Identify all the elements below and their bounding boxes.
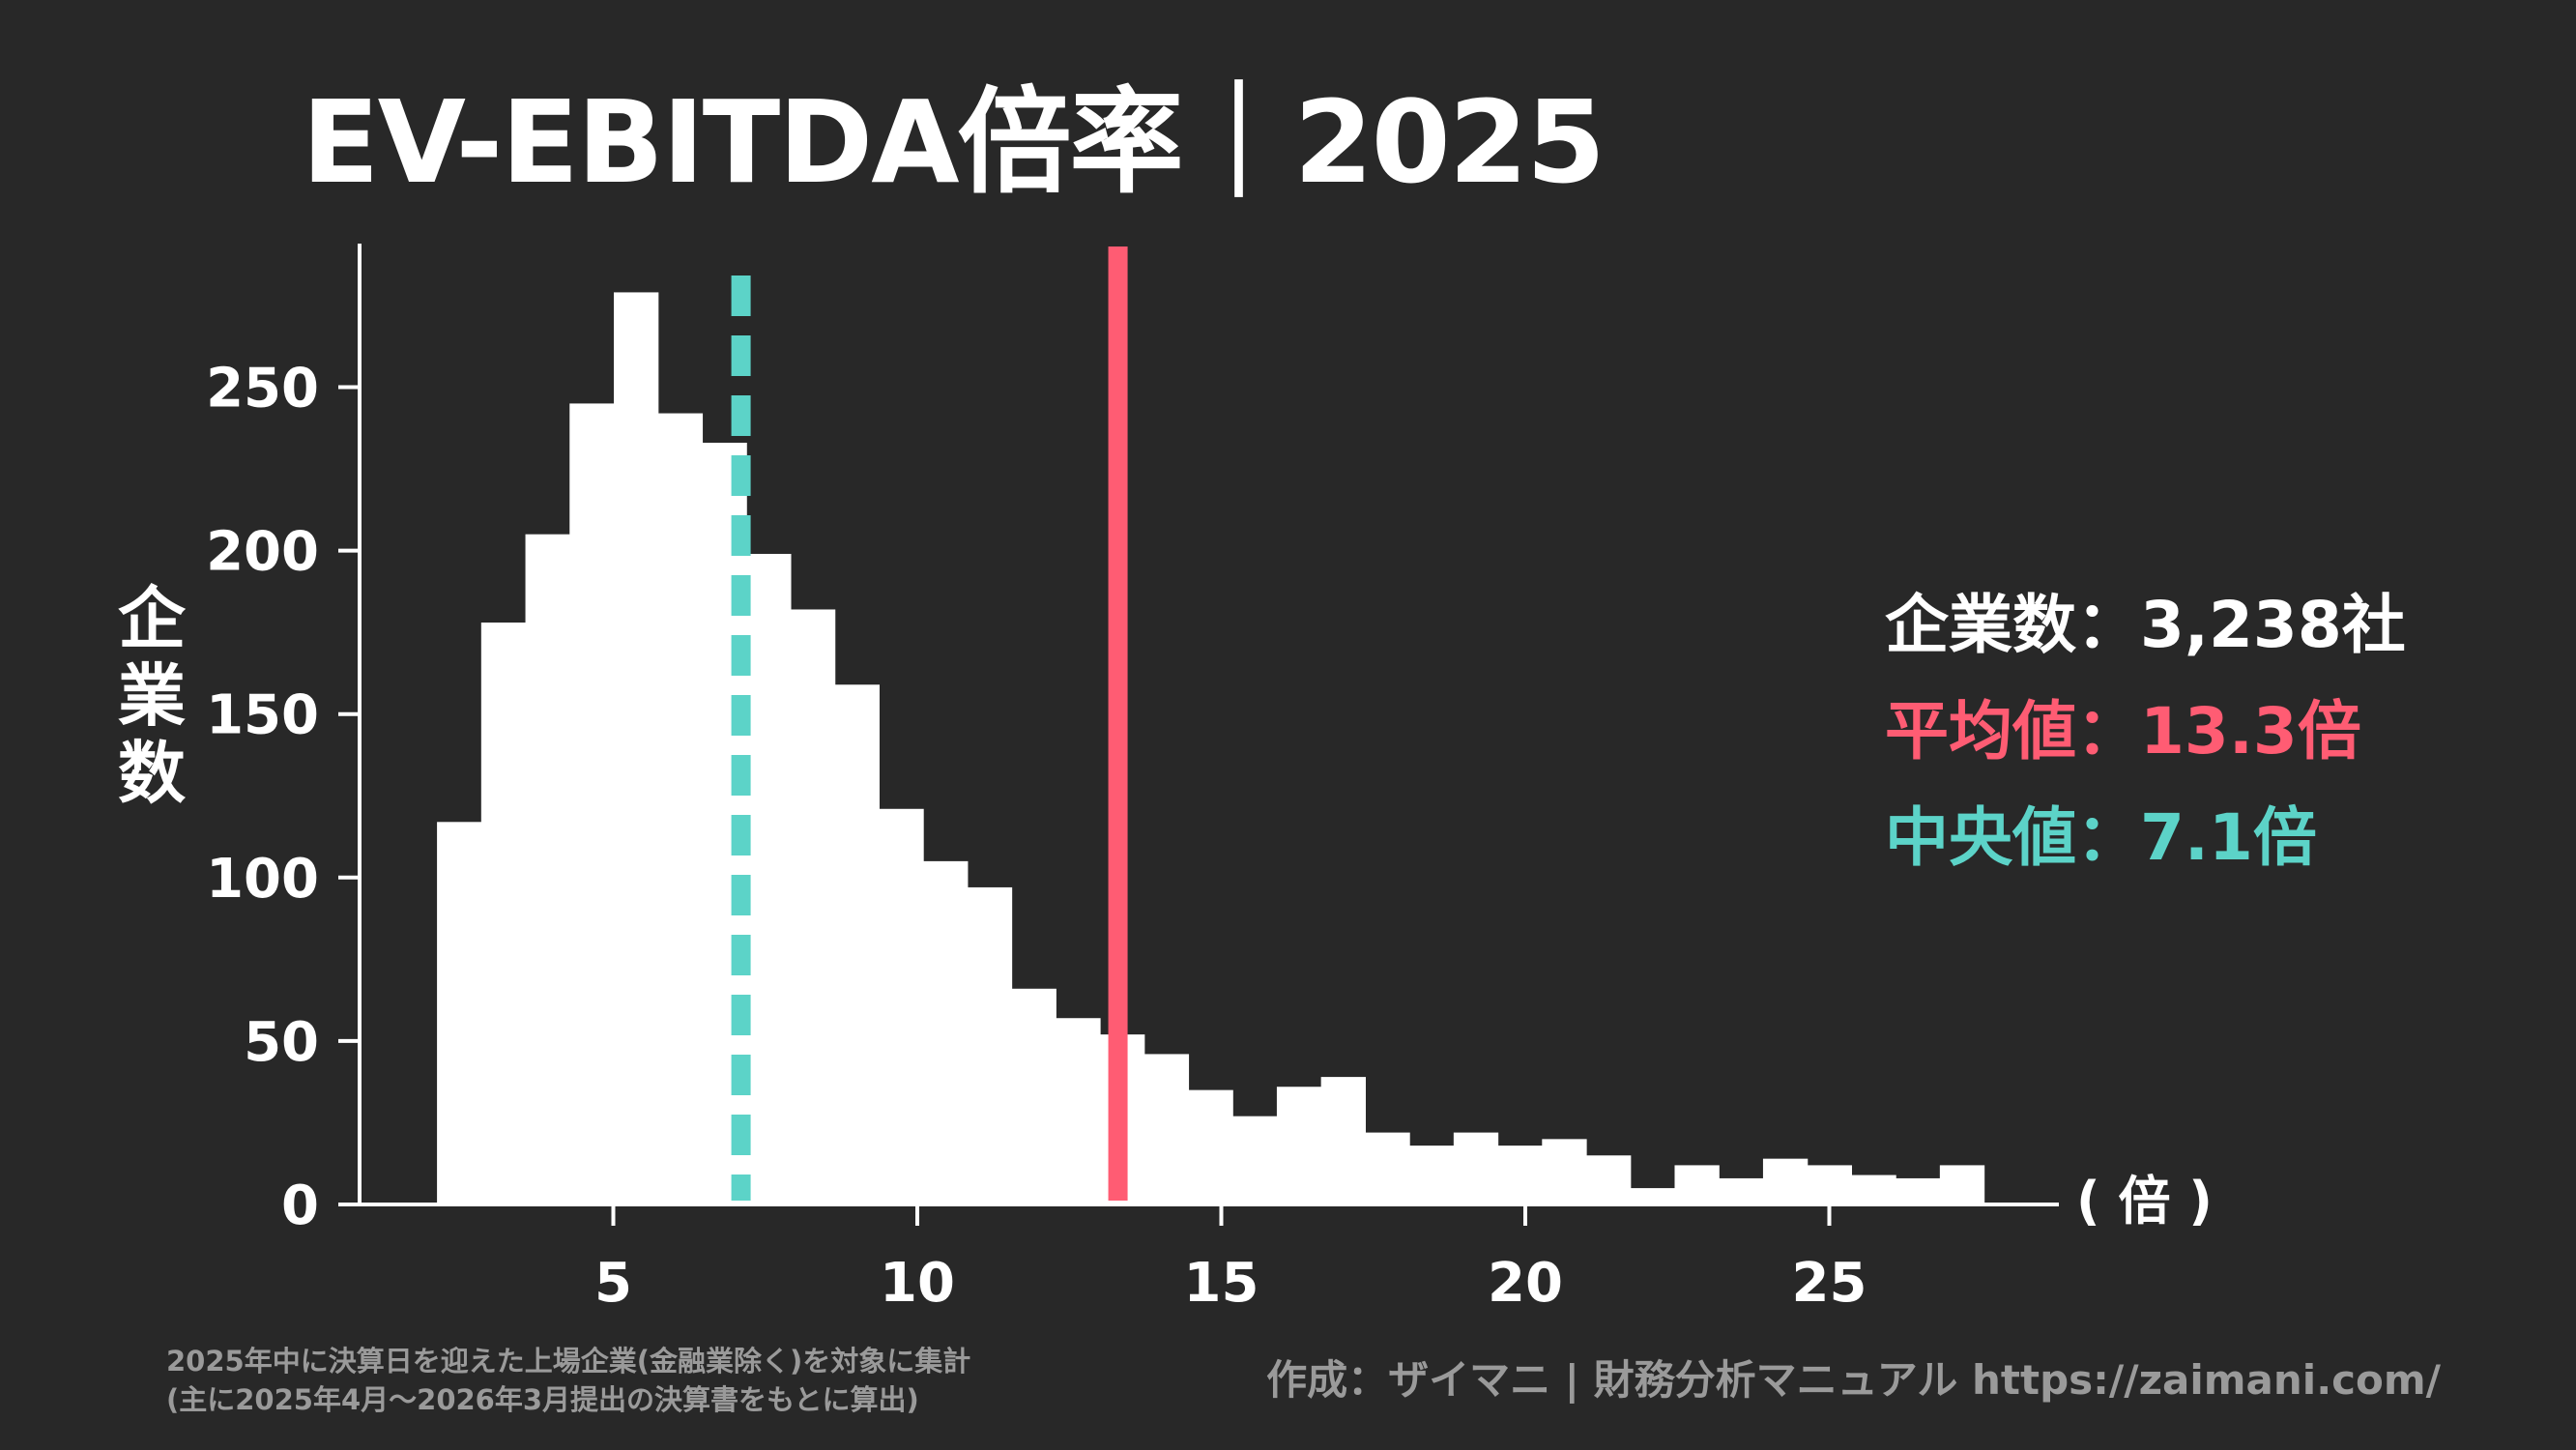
stat-mean: 平均値：13.3倍 — [1885, 679, 2406, 785]
histogram-bar — [967, 886, 1013, 1204]
separator: ： — [2076, 800, 2140, 875]
histogram-bar — [1896, 1177, 1941, 1204]
histogram-bar — [1586, 1155, 1632, 1204]
y-tick-label: 100 — [206, 848, 319, 911]
stat-median-label: 中央値 — [1885, 800, 2076, 875]
stat-count-label: 企業数 — [1885, 588, 2076, 662]
x-tick-label: 15 — [1184, 1252, 1259, 1315]
histogram-bar — [1674, 1165, 1720, 1204]
stat-mean-label: 平均値 — [1885, 694, 2076, 768]
histogram-bar — [834, 684, 880, 1204]
histogram-bar — [879, 808, 924, 1204]
histogram-bar — [1939, 1165, 1985, 1204]
x-tick-label: 5 — [594, 1252, 632, 1315]
x-tick-label: 20 — [1488, 1252, 1563, 1315]
histogram-bar — [657, 413, 704, 1204]
x-axis-unit-label: ( 倍 ) — [2076, 1171, 2213, 1232]
histogram-bar — [923, 860, 969, 1204]
y-axis-label-char: 企 — [118, 579, 186, 658]
histogram-bar — [1807, 1165, 1852, 1204]
stat-median-value: 7.1倍 — [2140, 800, 2317, 875]
y-tick-label: 50 — [244, 1011, 319, 1074]
histogram-bar — [1762, 1158, 1809, 1204]
stat-mean-value: 13.3倍 — [2140, 694, 2361, 768]
y-tick-label: 250 — [206, 358, 319, 420]
histogram-bar — [1056, 1018, 1101, 1204]
separator: ： — [2076, 694, 2140, 768]
histogram-bar — [614, 292, 659, 1204]
histogram-bar — [1365, 1132, 1410, 1204]
stat-count-value: 3,238社 — [2140, 588, 2406, 662]
y-tick-label: 150 — [206, 684, 319, 747]
histogram-bar — [1453, 1132, 1499, 1204]
histogram-bar — [1011, 988, 1056, 1204]
histogram-bar — [525, 534, 570, 1204]
histogram-bar — [569, 403, 615, 1204]
histogram-bar — [1276, 1087, 1322, 1204]
histogram-bar — [1188, 1089, 1233, 1204]
y-axis-label-char: 数 — [118, 734, 186, 813]
stats-panel: 企業数：3,238社 平均値：13.3倍 中央値：7.1倍 — [1885, 572, 2406, 891]
stat-median: 中央値：7.1倍 — [1885, 785, 2406, 891]
reference-lines — [731, 246, 1128, 1201]
x-tick-label: 25 — [1792, 1252, 1867, 1315]
histogram-bar — [1320, 1077, 1366, 1204]
footnote: 2025年中に決算日を迎えた上場企業(金融業除く)を対象に集計 (主に2025年… — [166, 1342, 970, 1419]
separator: ： — [2076, 588, 2140, 662]
y-tick-label: 200 — [206, 521, 319, 584]
y-axis-label-char: 業 — [118, 656, 186, 736]
histogram-bar — [1851, 1174, 1896, 1204]
histogram-bar — [1232, 1116, 1278, 1204]
y-tick-label: 0 — [281, 1174, 319, 1237]
histogram-bar — [1630, 1188, 1676, 1204]
histogram-bar — [1542, 1139, 1587, 1204]
x-tick-label: 10 — [880, 1252, 955, 1315]
footnote-line-2: (主に2025年4月～2026年3月提出の決算書をもとに算出) — [166, 1383, 919, 1416]
histogram-bar — [1143, 1054, 1190, 1204]
histogram-bar — [746, 553, 792, 1204]
footnote-line-1: 2025年中に決算日を迎えた上場企業(金融業除く)を対象に集計 — [166, 1345, 971, 1378]
chart-axes: 0 50 100 150 200 250 5 10 15 20 25 — [206, 244, 2059, 1315]
histogram-bar — [790, 609, 836, 1204]
chart-title: EV-EBITDA倍率｜2025 — [302, 75, 1606, 209]
histogram-bars — [437, 292, 1985, 1204]
histogram-bar — [480, 623, 527, 1204]
histogram-bar — [1497, 1146, 1543, 1204]
histogram-bar — [437, 822, 482, 1204]
histogram-bar — [1719, 1177, 1764, 1204]
credit-text: 作成：ザイマニ | 財務分析マニュアル https://zaimani.com/ — [1266, 1356, 2441, 1404]
stat-count: 企業数：3,238社 — [1885, 572, 2406, 679]
histogram-bar — [1409, 1146, 1455, 1204]
y-axis-label: 企 業 数 — [108, 580, 195, 812]
